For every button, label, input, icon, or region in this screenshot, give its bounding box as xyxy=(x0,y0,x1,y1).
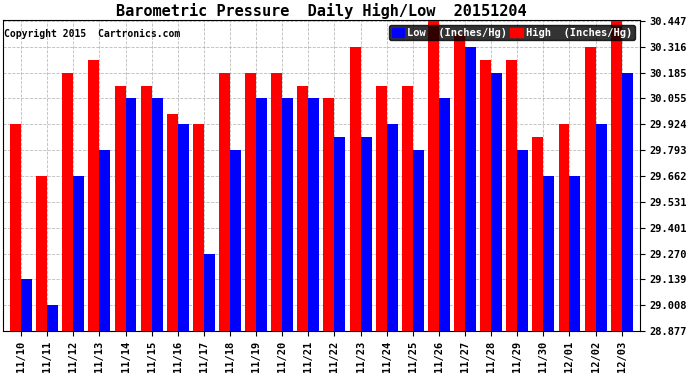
Bar xyxy=(402,86,413,331)
Bar xyxy=(271,73,282,331)
Bar xyxy=(335,136,346,331)
Bar xyxy=(324,98,335,331)
Bar xyxy=(152,98,163,331)
Bar xyxy=(308,98,319,331)
Bar xyxy=(350,47,361,331)
Bar xyxy=(518,150,529,331)
Bar xyxy=(245,73,256,331)
Bar xyxy=(386,124,397,331)
Bar xyxy=(480,60,491,331)
Bar xyxy=(219,73,230,331)
Bar xyxy=(611,21,622,331)
Bar xyxy=(21,279,32,331)
Text: Copyright 2015  Cartronics.com: Copyright 2015 Cartronics.com xyxy=(4,29,180,39)
Bar xyxy=(62,73,73,331)
Bar xyxy=(141,86,152,331)
Bar xyxy=(282,98,293,331)
Bar xyxy=(454,34,465,331)
Bar xyxy=(47,305,58,331)
Bar xyxy=(569,176,580,331)
Bar xyxy=(193,124,204,331)
Bar xyxy=(584,47,595,331)
Bar xyxy=(10,124,21,331)
Bar xyxy=(428,21,439,331)
Bar xyxy=(413,150,424,331)
Bar xyxy=(73,176,84,331)
Bar xyxy=(491,73,502,331)
Bar xyxy=(543,176,554,331)
Bar xyxy=(115,86,126,331)
Bar xyxy=(204,254,215,331)
Bar xyxy=(126,98,137,331)
Bar xyxy=(178,124,189,331)
Bar xyxy=(558,124,569,331)
Bar xyxy=(533,136,543,331)
Bar xyxy=(36,176,47,331)
Bar xyxy=(376,86,386,331)
Bar xyxy=(465,47,476,331)
Bar xyxy=(439,98,450,331)
Bar xyxy=(230,150,241,331)
Bar xyxy=(167,114,178,331)
Bar xyxy=(99,150,110,331)
Bar xyxy=(297,86,308,331)
Title: Barometric Pressure  Daily High/Low  20151204: Barometric Pressure Daily High/Low 20151… xyxy=(116,3,526,19)
Bar xyxy=(506,60,518,331)
Bar xyxy=(256,98,267,331)
Bar xyxy=(622,73,633,331)
Legend: Low  (Inches/Hg), High  (Inches/Hg): Low (Inches/Hg), High (Inches/Hg) xyxy=(389,25,635,40)
Bar xyxy=(595,124,607,331)
Bar xyxy=(361,136,371,331)
Bar xyxy=(88,60,99,331)
